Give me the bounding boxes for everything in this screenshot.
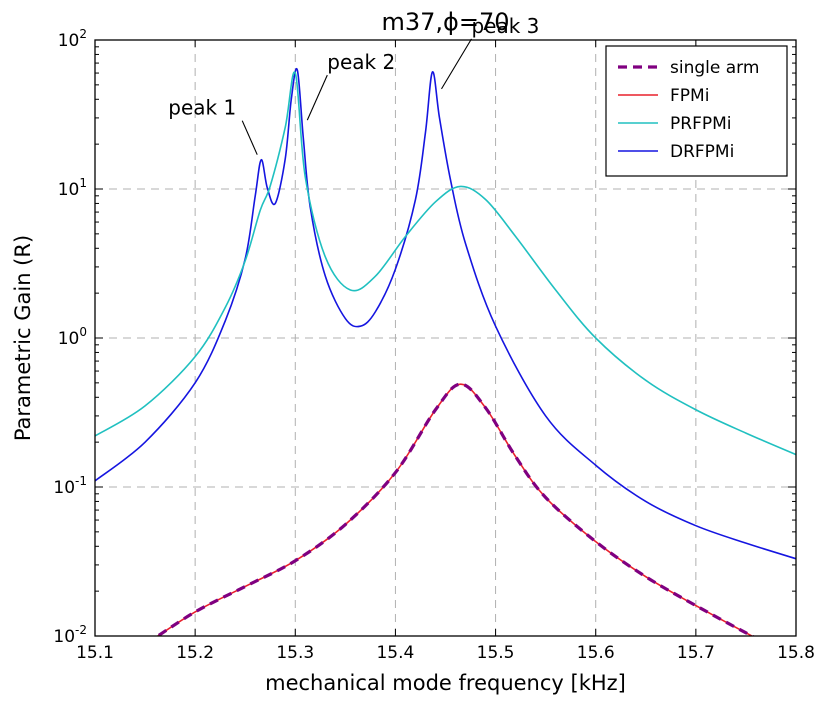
- x-tick-label: 15.4: [376, 643, 414, 663]
- y-tick-exponent: 1: [79, 176, 87, 190]
- annotation-layer: peak 1 peak 2 peak 3: [168, 14, 539, 155]
- annotation-pointer: [241, 120, 258, 155]
- y-tick-exponent: -1: [75, 474, 87, 488]
- annotation-pointer: [306, 74, 328, 121]
- legend-label: single arm: [670, 58, 759, 78]
- annotation-pointer: [441, 38, 472, 90]
- y-tick-exponent: -2: [75, 623, 87, 637]
- y-axis-label: Parametric Gain (R): [11, 235, 35, 441]
- annotation-label: peak 3: [471, 14, 539, 38]
- x-axis-label: mechanical mode frequency [kHz]: [265, 671, 626, 695]
- y-tick-label: 101: [58, 176, 87, 200]
- y-tick-label: 10-1: [53, 474, 87, 498]
- series-line-drfpmi: [95, 67, 796, 560]
- x-tick-label: 15.2: [176, 643, 214, 663]
- x-tick-label: 15.3: [276, 643, 314, 663]
- y-tick-label: 100: [58, 325, 87, 349]
- annotation-label: peak 2: [327, 50, 395, 74]
- y-tick-base: 10: [53, 627, 75, 647]
- legend-label: PRFPMi: [670, 114, 731, 134]
- x-tick-label: 15.7: [677, 643, 715, 663]
- legend-label: DRFPMi: [670, 142, 734, 162]
- series-line-fpmi: [156, 383, 754, 636]
- chart-title: m37,ϕ=70: [381, 8, 509, 36]
- x-tick-label: 15.5: [477, 643, 515, 663]
- legend: single arm FPMi PRFPMi DRFPMi: [605, 45, 788, 177]
- x-tick-label: 15.8: [777, 643, 815, 663]
- y-tick-label: 102: [58, 27, 87, 51]
- x-tick-label: 15.1: [76, 643, 114, 663]
- series-layer: [95, 67, 796, 636]
- legend-label: FPMi: [670, 86, 709, 106]
- y-tick-exponent: 2: [79, 27, 87, 41]
- y-tick-base: 10: [58, 180, 80, 200]
- series-line-single-arm: [154, 382, 756, 636]
- annotation-label: peak 1: [168, 96, 236, 120]
- y-tick-label: 10-2: [53, 623, 87, 647]
- tick-layer: 15.1 15.2 15.3 15.4 15.5 15.6 15.7 15.810-210-1…: [53, 27, 815, 663]
- y-tick-base: 10: [53, 478, 75, 498]
- y-tick-base: 10: [58, 329, 80, 349]
- y-tick-base: 10: [58, 31, 80, 51]
- y-tick-exponent: 0: [79, 325, 87, 339]
- series-line-prfpmi: [95, 71, 796, 456]
- x-tick-label: 15.6: [577, 643, 615, 663]
